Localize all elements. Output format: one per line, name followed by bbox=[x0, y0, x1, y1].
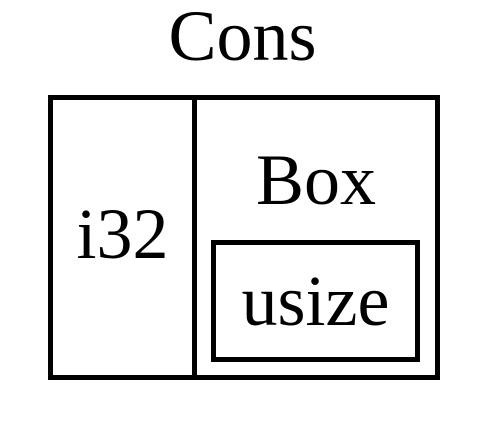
cell-divider bbox=[192, 100, 197, 375]
diagram-title: Cons bbox=[168, 0, 317, 76]
usize-inner-box: usize bbox=[211, 240, 420, 362]
usize-label: usize bbox=[241, 261, 390, 341]
cons-outer-box: i32 Box usize bbox=[48, 95, 440, 380]
box-label: Box bbox=[255, 140, 377, 220]
i32-label: i32 bbox=[76, 194, 169, 274]
